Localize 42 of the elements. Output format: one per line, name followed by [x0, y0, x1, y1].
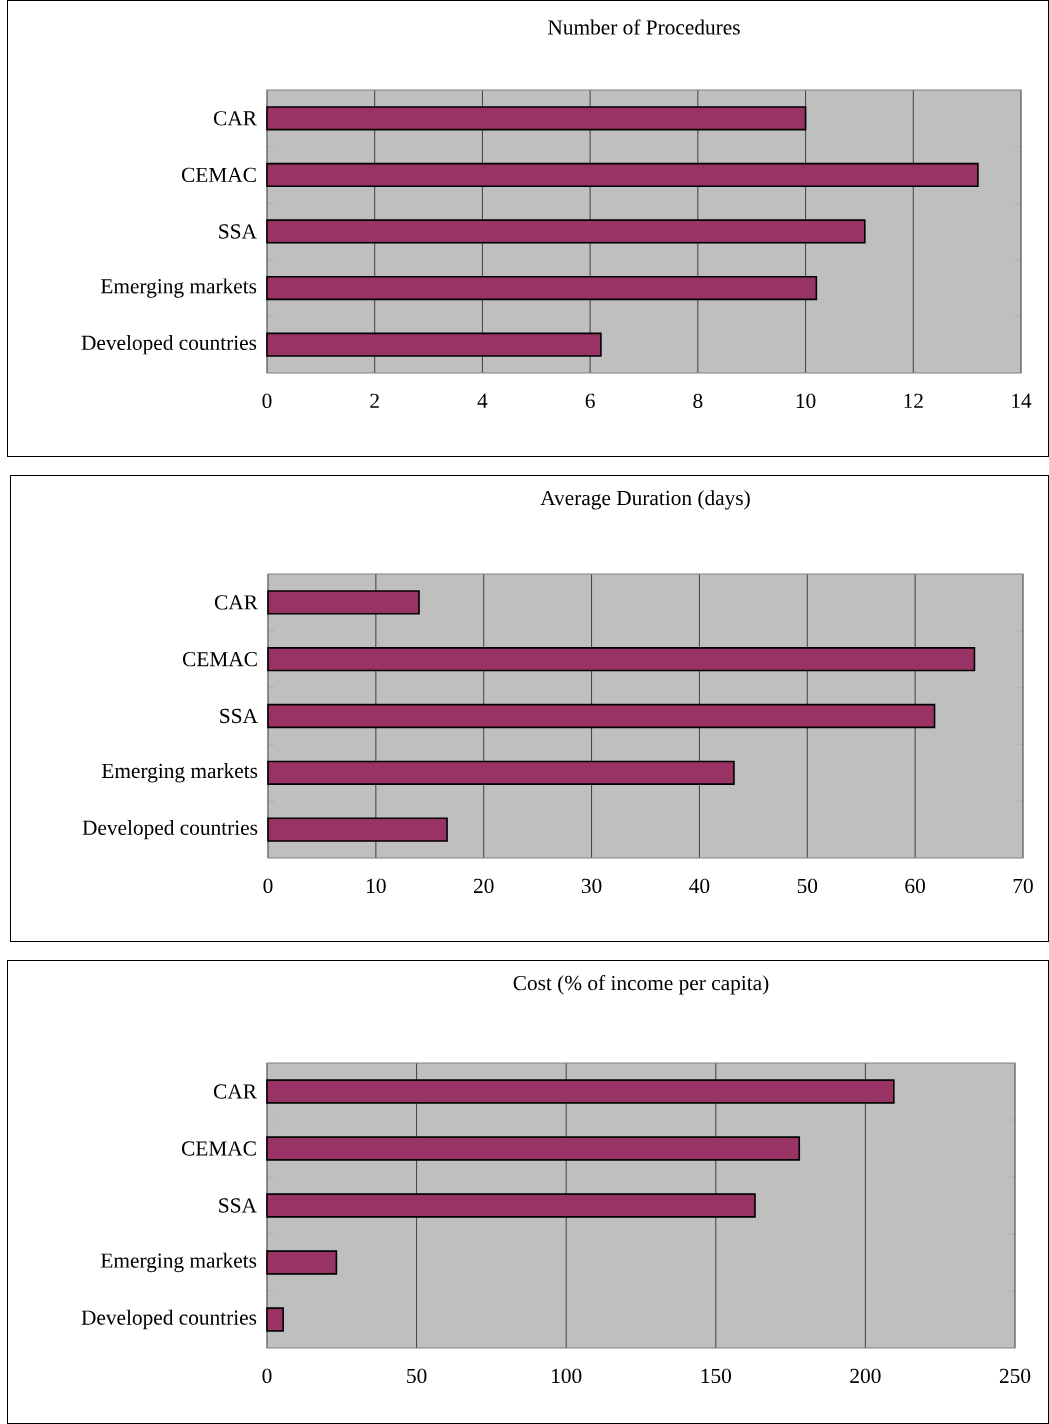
- x-tick-label: 250: [999, 1368, 1031, 1384]
- y-tick-label: SSA: [219, 224, 257, 239]
- y-tick-label: SSA: [219, 1198, 257, 1213]
- x-tick-label: 14: [1012, 393, 1032, 408]
- x-tick-label: 50: [797, 878, 818, 894]
- y-tick-label: SSA: [220, 708, 258, 724]
- x-tick-label: 50: [407, 1368, 427, 1384]
- y-tick-label: Emerging markets: [100, 278, 257, 298]
- x-tick-label: 0: [263, 878, 273, 894]
- bar: [266, 1307, 284, 1332]
- bar: [266, 1250, 338, 1275]
- x-tick-label: 2: [370, 393, 379, 408]
- x-tick-label: 100: [552, 1368, 582, 1384]
- x-tick-label: 150: [701, 1368, 731, 1384]
- x-tick-label: 0: [262, 1368, 272, 1384]
- x-tick-label: 30: [581, 878, 602, 894]
- chart-title: Cost (% of income per capita): [513, 975, 769, 995]
- x-tick-label: 200: [850, 1368, 881, 1384]
- y-tick-label: CEMAC: [182, 652, 257, 667]
- chart-title: Average Duration (days): [540, 490, 750, 510]
- y-tick-label: Developed countries: [82, 819, 258, 840]
- x-tick-label: 10: [796, 393, 816, 409]
- chart-title: Number of Procedures: [548, 19, 740, 35]
- y-tick-label: CAR: [213, 111, 257, 126]
- x-tick-label: 6: [585, 393, 595, 409]
- y-tick-label: CEMAC: [181, 1141, 256, 1156]
- x-tick-label: 10: [367, 878, 386, 894]
- x-tick-label: 4: [477, 393, 488, 408]
- x-tick-label: 0: [262, 393, 272, 409]
- x-tick-label: 12: [904, 393, 923, 408]
- y-tick-label: Emerging markets: [101, 763, 258, 783]
- y-tick-label: CEMAC: [181, 167, 256, 183]
- y-tick-label: CAR: [214, 595, 258, 610]
- y-tick-label: Developed countries: [81, 1309, 257, 1330]
- x-tick-label: 20: [473, 878, 494, 894]
- y-tick-label: Emerging markets: [100, 1252, 257, 1273]
- x-tick-label: 70: [1013, 878, 1033, 894]
- x-tick-label: 40: [689, 878, 710, 894]
- x-tick-label: 60: [905, 878, 925, 894]
- y-tick-label: CAR: [213, 1084, 257, 1099]
- x-tick-label: 8: [693, 393, 703, 409]
- y-tick-label: Developed countries: [81, 335, 257, 355]
